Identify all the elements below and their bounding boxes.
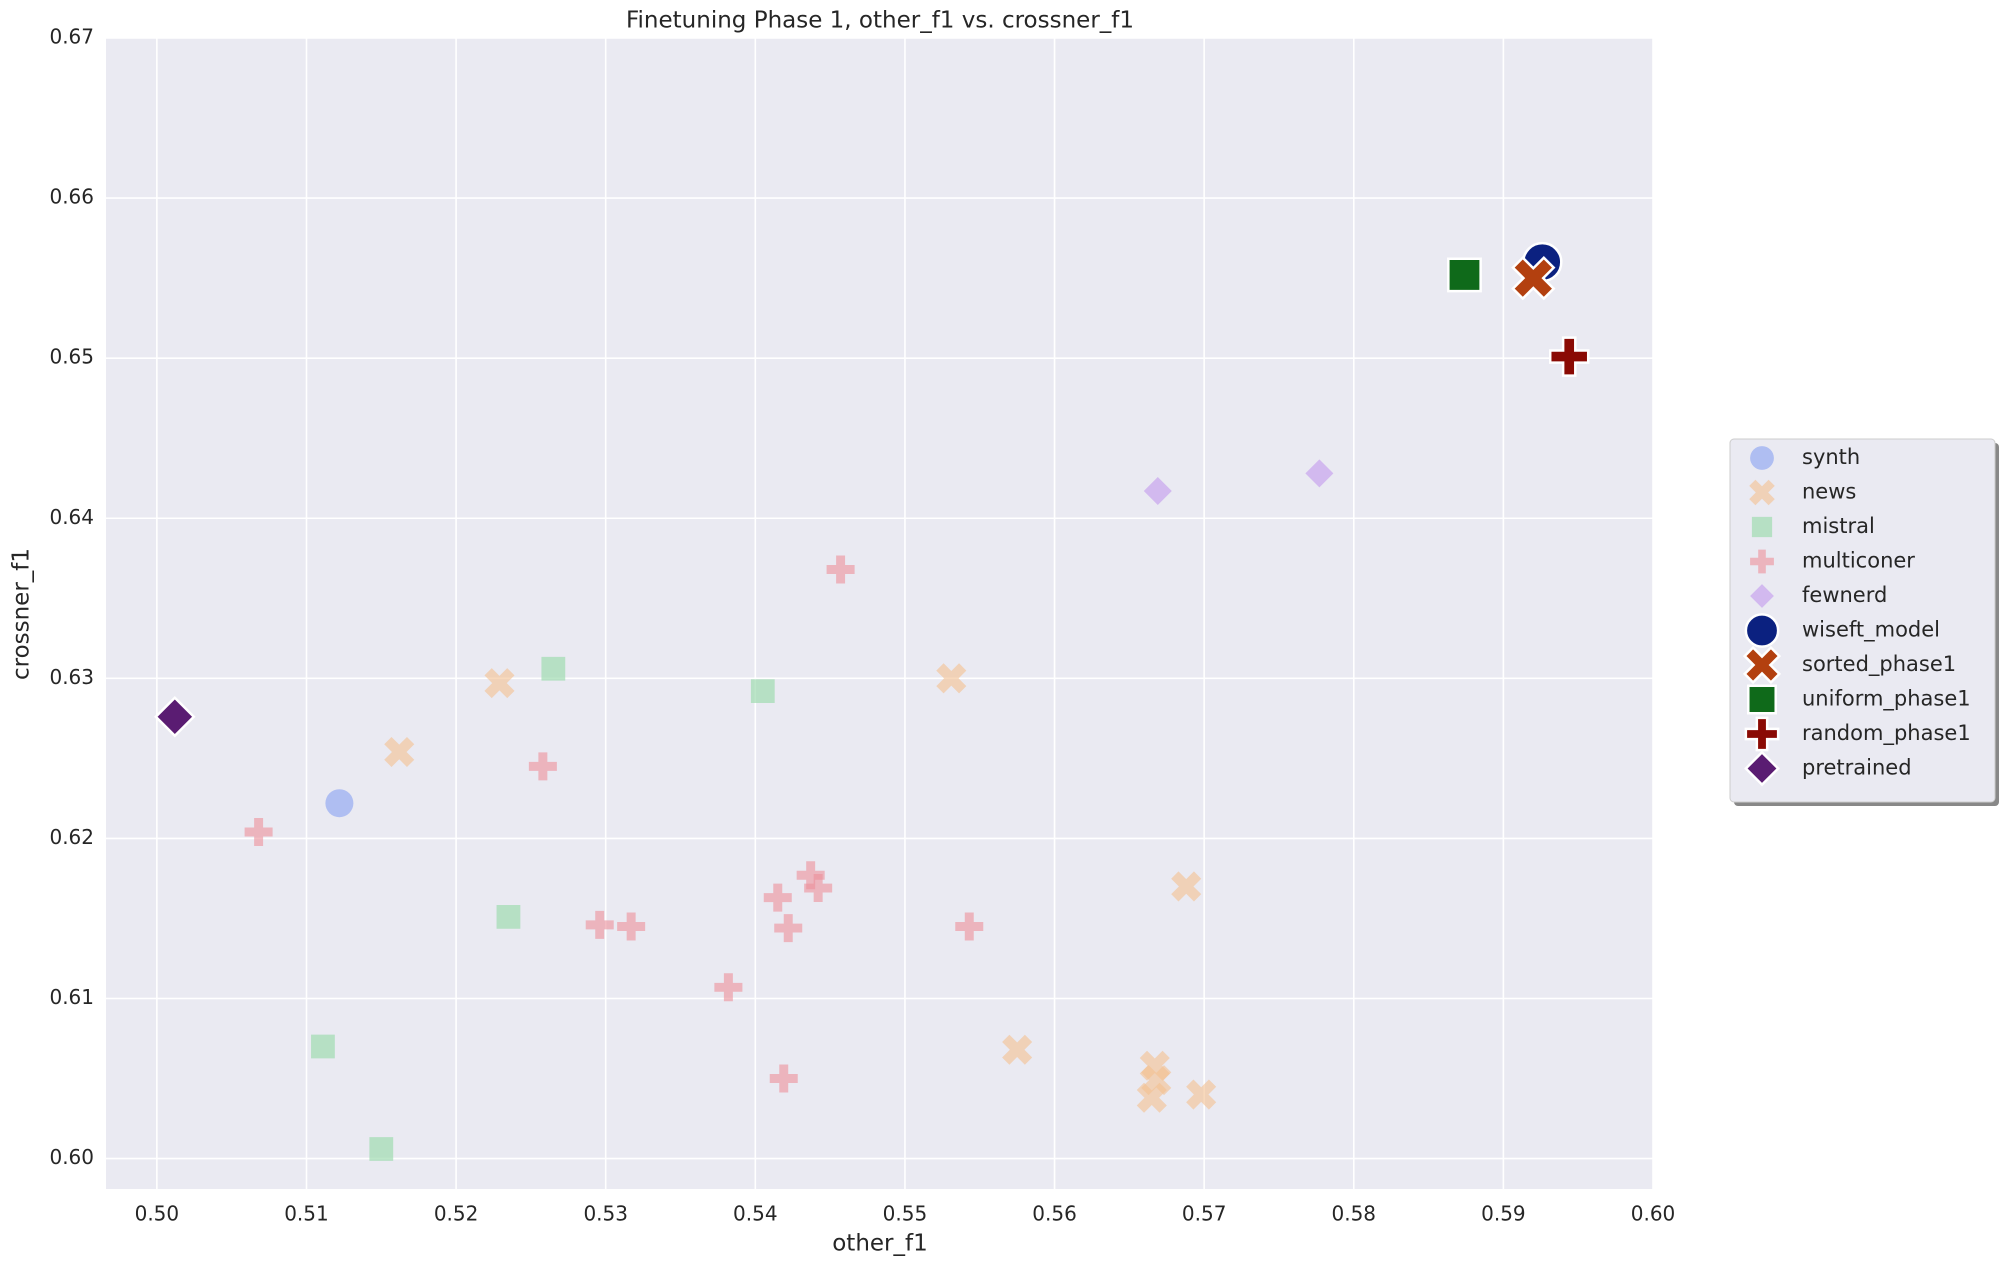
legend-label: news (1802, 480, 1856, 504)
point (1136, 1082, 1167, 1113)
point (384, 736, 415, 767)
legend-label: multiconer (1802, 549, 1915, 573)
y-axis-label: crossner_f1 (9, 548, 35, 680)
x-tick-label: 0.56 (1032, 1202, 1077, 1226)
legend-label: mistral (1802, 514, 1875, 538)
point (1511, 255, 1556, 301)
point (311, 1034, 335, 1059)
legend-box (1729, 438, 1996, 803)
point (1447, 257, 1482, 293)
point (1143, 477, 1172, 506)
legend-marker (1750, 584, 1774, 608)
legend-label: synth (1802, 445, 1860, 469)
legend-label: sorted_phase1 (1802, 652, 1956, 677)
point (763, 883, 792, 912)
legend-marker (1751, 516, 1773, 538)
point (774, 914, 803, 943)
point (804, 874, 833, 903)
chart-title: Finetuning Phase 1, other_f1 vs. crossne… (626, 8, 1134, 34)
point (496, 904, 521, 929)
point (936, 663, 967, 694)
legend-marker (1744, 750, 1780, 787)
x-tick-label: 0.57 (1182, 1202, 1227, 1226)
point (1186, 1079, 1217, 1110)
point (796, 861, 825, 890)
y-tick-label: 0.61 (49, 985, 94, 1009)
point (769, 1064, 798, 1093)
x-tick-label: 0.60 (1631, 1202, 1676, 1226)
x-axis-label: other_f1 (832, 1231, 928, 1257)
point (826, 555, 855, 584)
x-tick-label: 0.53 (583, 1202, 628, 1226)
legend-label: uniform_phase1 (1802, 687, 1971, 712)
point (154, 695, 196, 738)
y-tick-label: 0.63 (49, 665, 94, 689)
legend-marker (1747, 684, 1777, 715)
x-tick-label: 0.52 (434, 1202, 479, 1226)
y-tick-label: 0.66 (49, 185, 94, 209)
x-tick-label: 0.59 (1481, 1202, 1526, 1226)
legend-label: fewnerd (1802, 583, 1887, 607)
x-tick-label: 0.50 (135, 1202, 180, 1226)
y-tick-label: 0.65 (49, 345, 94, 369)
point (244, 818, 273, 847)
plot-area (106, 38, 1653, 1189)
x-tick-label: 0.58 (1332, 1202, 1377, 1226)
x-tick-label: 0.51 (284, 1202, 329, 1226)
point (617, 912, 646, 941)
x-tick-label: 0.54 (733, 1202, 778, 1226)
y-tick-label: 0.67 (49, 25, 94, 49)
legend-marker (1744, 613, 1780, 648)
point (750, 679, 775, 704)
legend-label: wiseft_model (1802, 618, 1940, 643)
y-tick-label: 0.60 (49, 1145, 94, 1169)
point (541, 656, 566, 681)
point (1171, 871, 1202, 902)
point (1548, 336, 1590, 377)
y-tick-label: 0.62 (49, 825, 94, 849)
legend-label: pretrained (1802, 756, 1912, 780)
point (1305, 459, 1334, 488)
point (369, 1137, 394, 1161)
legend-label: random_phase1 (1802, 721, 1971, 746)
point (484, 668, 515, 699)
y-tick-label: 0.64 (49, 505, 94, 529)
legend-marker (1742, 645, 1782, 685)
point (528, 752, 557, 781)
point (585, 910, 614, 939)
legend-marker (1749, 479, 1775, 506)
point (714, 973, 743, 1002)
point (955, 912, 984, 941)
legend-marker (1744, 716, 1780, 752)
x-tick-label: 0.55 (883, 1202, 928, 1226)
legend-marker (1750, 446, 1774, 470)
point (1002, 1034, 1033, 1065)
legend-marker (1750, 549, 1774, 574)
point (325, 789, 354, 818)
